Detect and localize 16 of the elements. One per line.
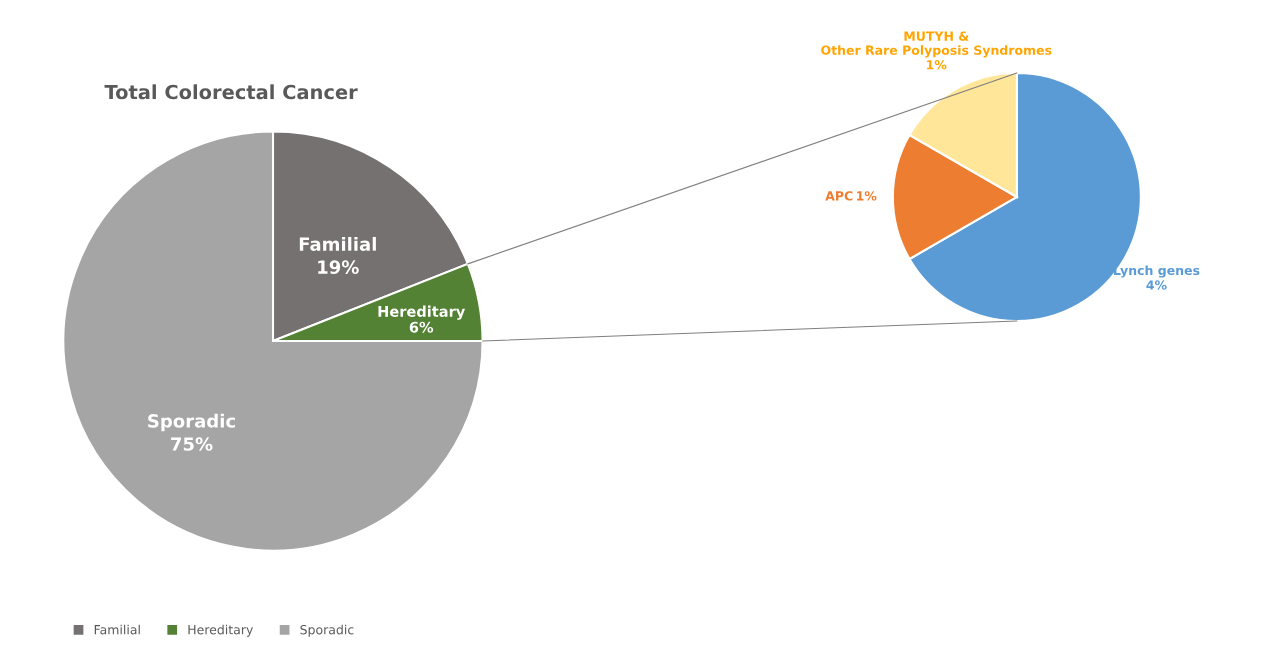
legend-label: Familial <box>94 624 140 635</box>
slice-label: Sporadic <box>148 413 235 432</box>
pie-slice <box>62 130 484 552</box>
data-label: 1% <box>857 191 877 201</box>
data-label: 1% <box>927 60 947 70</box>
data-label: 19% <box>318 260 359 274</box>
data-label: 75% <box>171 437 213 451</box>
slice-label: Familial <box>299 236 376 251</box>
slice-label: APC <box>825 191 853 201</box>
slice-label: MUTYH & Other Rare Polyposis Syndromes <box>821 31 1052 58</box>
data-label: 4% <box>1146 280 1167 290</box>
legend-label: Hereditary <box>188 624 253 637</box>
legend-label: Sporadic <box>300 624 354 637</box>
data-label: 6% <box>409 321 434 333</box>
slice-label: Hereditary <box>378 305 466 320</box>
chart-title: Total Colorectal Cancer <box>104 84 358 100</box>
